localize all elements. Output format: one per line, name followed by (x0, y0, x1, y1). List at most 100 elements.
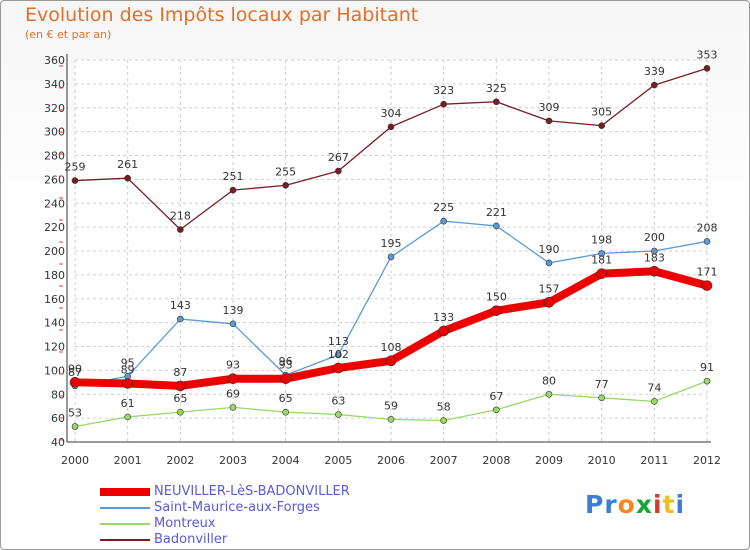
logo-letter: o (617, 490, 636, 519)
data-point (122, 378, 133, 389)
data-label: 353 (697, 48, 718, 61)
legend-item: Badonviller (100, 532, 400, 548)
data-point (177, 315, 184, 323)
y-tick-label: 240 (44, 197, 65, 210)
data-point (651, 247, 658, 255)
data-point (598, 394, 605, 402)
data-point (385, 355, 397, 367)
data-point (335, 411, 342, 418)
data-label: 89 (121, 364, 135, 377)
data-label: 65 (173, 392, 187, 405)
data-point (124, 413, 131, 421)
x-tick-label: 2000 (61, 454, 89, 467)
y-tick-label: 220 (44, 221, 65, 234)
y-tick-label: 80 (51, 388, 65, 401)
data-point (440, 417, 447, 424)
data-label: 113 (328, 335, 349, 348)
x-tick-label: 2002 (166, 454, 194, 467)
data-point (598, 122, 605, 129)
data-label: 259 (65, 161, 86, 174)
legend-swatch (100, 523, 150, 525)
y-tick-label: 340 (44, 78, 65, 91)
y-tick-label: 100 (44, 364, 65, 377)
x-tick-label: 2009 (535, 454, 563, 467)
data-label: 133 (433, 311, 454, 324)
data-point (701, 280, 713, 291)
data-label: 267 (328, 151, 349, 164)
data-label: 69 (226, 387, 240, 400)
x-tick-label: 2006 (377, 454, 405, 467)
legend-item: Saint-Maurice-aux-Forges (100, 500, 400, 516)
data-point (282, 182, 289, 189)
data-point (229, 186, 237, 194)
legend-label: Saint-Maurice-aux-Forges (154, 500, 320, 515)
data-label: 87 (68, 366, 82, 379)
data-point (651, 398, 658, 405)
data-label: 200 (644, 231, 665, 244)
data-label: 77 (595, 378, 609, 391)
data-label: 221 (486, 206, 507, 219)
data-label: 190 (539, 243, 560, 256)
data-point (703, 65, 711, 72)
y-tick-label: 120 (44, 341, 65, 354)
data-label: 53 (68, 406, 82, 419)
data-label: 183 (644, 251, 665, 264)
data-label: 139 (223, 304, 244, 317)
data-label: 208 (697, 221, 718, 234)
y-tick-label: 140 (44, 317, 65, 330)
data-label: 91 (700, 361, 714, 374)
data-point (649, 265, 660, 277)
legend-item: Montreux (100, 516, 400, 532)
logo-letter: t (662, 490, 676, 519)
data-label: 255 (275, 165, 296, 178)
x-tick-label: 2003 (219, 454, 247, 467)
data-label: 93 (279, 359, 293, 372)
legend-item: NEUVILLER-LèS-BADONVILLER (100, 484, 400, 500)
data-label: 323 (433, 84, 454, 97)
data-point (335, 351, 342, 359)
data-label: 171 (697, 266, 718, 279)
data-point (177, 226, 184, 233)
data-point (387, 253, 395, 261)
logo-letter: P (585, 490, 605, 519)
logo-letter: i (653, 490, 663, 519)
y-tick-label: 360 (44, 54, 65, 67)
chart-subtitle: (en € et par an) (25, 28, 112, 41)
data-label: 74 (647, 381, 661, 394)
proxiti-logo: Proxiti (585, 490, 685, 519)
data-point (543, 297, 555, 308)
y-tick-label: 260 (44, 173, 65, 186)
y-tick-label: 40 (51, 436, 65, 449)
logo-letter: x (635, 490, 653, 519)
data-label: 63 (331, 395, 345, 408)
data-label: 95 (121, 356, 135, 369)
data-point (703, 238, 711, 245)
data-point (282, 408, 289, 416)
data-label: 65 (279, 392, 293, 405)
y-tick-label: 60 (51, 412, 65, 425)
data-point (493, 98, 500, 106)
data-label: 325 (486, 82, 507, 95)
data-point (596, 268, 607, 279)
data-label: 90 (68, 362, 82, 375)
data-point (598, 250, 605, 257)
data-point (545, 117, 553, 125)
logo-letter: r (604, 490, 618, 519)
x-tick-label: 2012 (693, 454, 721, 467)
y-tick-label: 300 (44, 126, 65, 139)
y-tick-label: 200 (44, 245, 65, 258)
data-label: 67 (489, 390, 503, 403)
data-label: 61 (121, 397, 135, 410)
data-point (280, 373, 291, 385)
data-point (227, 373, 239, 385)
data-label: 305 (591, 106, 612, 119)
data-label: 96 (279, 355, 293, 368)
data-point (71, 423, 79, 430)
data-point (545, 259, 553, 267)
data-point (229, 404, 237, 411)
data-label: 251 (223, 170, 244, 183)
data-label: 304 (381, 107, 402, 120)
x-tick-label: 2011 (640, 454, 668, 467)
data-label: 218 (170, 210, 191, 223)
